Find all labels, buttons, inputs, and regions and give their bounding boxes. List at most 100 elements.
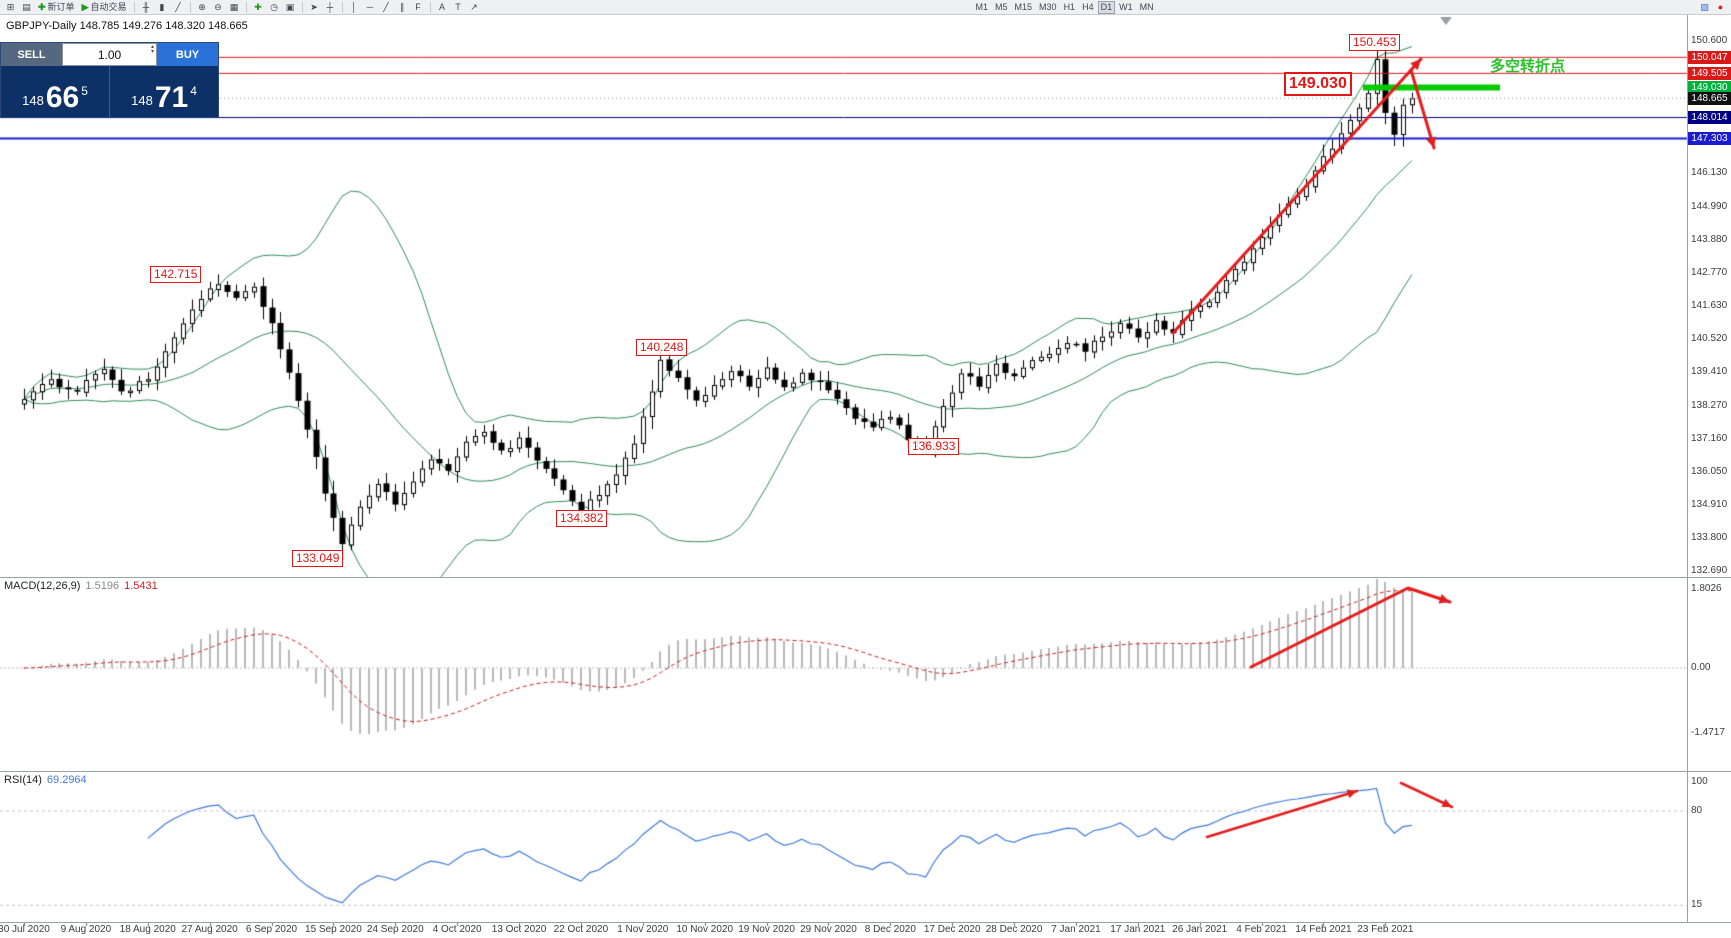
tile-windows-icon[interactable]: ▦: [229, 1, 239, 12]
help-icon[interactable]: ▨: [1700, 1, 1709, 12]
sell-button[interactable]: SELL: [1, 43, 62, 66]
time-axis-label: 19 Nov 2020: [738, 924, 795, 935]
templates-icon[interactable]: ▣: [285, 1, 295, 12]
price-axis-tick: 133.800: [1691, 532, 1728, 544]
time-axis-label: 29 Nov 2020: [800, 924, 857, 935]
arrows-icon[interactable]: ↗: [470, 1, 478, 12]
sell-price-point: 5: [81, 84, 88, 98]
timeframe-button-M1[interactable]: M1: [975, 1, 989, 12]
time-axis-label: 17 Dec 2020: [923, 924, 981, 935]
rsi-axis-label: 80: [1691, 805, 1703, 816]
text-icon[interactable]: A: [438, 1, 445, 12]
rsi-value: 69.2964: [46, 774, 87, 786]
profiles-icon[interactable]: ▤: [22, 1, 31, 12]
price-axis-tick: 150.600: [1691, 35, 1728, 46]
time-axis-label: 18 Aug 2020: [119, 924, 176, 935]
timeframe-button-D1[interactable]: D1: [1097, 0, 1116, 14]
price-annotation-box[interactable]: 134.382: [556, 510, 608, 527]
new-order-button[interactable]: ✚ 新订单: [35, 1, 78, 14]
channel-icon[interactable]: ∥: [399, 1, 405, 12]
price-axis-tick: 144.990: [1691, 200, 1728, 212]
price-annotation-box[interactable]: 150.453: [1349, 34, 1401, 51]
time-axis-label: 28 Dec 2020: [985, 924, 1043, 935]
crosshair-icon[interactable]: ┼: [326, 1, 334, 12]
timeframe-button-H1[interactable]: H1: [1063, 1, 1076, 12]
timeframe-button-M5[interactable]: M5: [995, 1, 1008, 12]
new-chart-icon[interactable]: ⊞: [6, 1, 15, 12]
buy-button[interactable]: BUY: [157, 43, 218, 66]
panel-separator-rsi[interactable]: [0, 771, 1731, 772]
price-annotation-box[interactable]: 142.715: [150, 266, 202, 283]
buy-price-point: 4: [190, 84, 197, 98]
buy-price[interactable]: 148 71 4: [110, 66, 218, 117]
time-axis-label: 1 Nov 2020: [617, 924, 669, 935]
trendline-icon[interactable]: ╱: [383, 1, 389, 12]
price-axis-tick: 142.770: [1691, 266, 1728, 278]
one-click-trading-panel: SELL 1.00 ▴ ▾ BUY 148 66 5 148 71 4: [0, 42, 219, 118]
horizontal-line-icon[interactable]: ─: [366, 1, 374, 12]
price-annotation-box[interactable]: 140.248: [636, 339, 688, 356]
panel-separator-macd[interactable]: [0, 577, 1731, 578]
macd-axis-label: 1.8026: [1691, 582, 1722, 594]
time-axis-label: 22 Oct 2020: [553, 924, 609, 935]
macd-axis-label: -1.4717: [1691, 726, 1725, 738]
price-annotation-box[interactable]: 136.933: [908, 438, 960, 455]
price-axis-line: [1687, 15, 1688, 922]
time-axis-label: 26 Jan 2021: [1172, 924, 1228, 935]
sell-price[interactable]: 148 66 5: [1, 66, 109, 117]
toolbar-separator: [245, 1, 247, 13]
fibonacci-icon[interactable]: F: [415, 1, 421, 12]
time-axis-label: 17 Jan 2021: [1110, 924, 1166, 935]
timeframe-button-M30[interactable]: M30: [1039, 1, 1057, 12]
price-axis-line-label: 148.665: [1688, 91, 1731, 105]
zoom-in-icon[interactable]: ⊕: [198, 1, 206, 12]
plus-icon: ✚: [38, 1, 46, 12]
spinner-up-icon[interactable]: ▴: [150, 44, 154, 50]
time-axis-label: 8 Dec 2020: [864, 924, 916, 935]
buy-price-main: 148: [131, 93, 153, 108]
price-axis-tick: 132.690: [1691, 564, 1728, 576]
chart-ohlc-header: GBPJPY-Daily 148.785 149.276 148.320 148…: [6, 20, 248, 32]
timeframe-button-MN[interactable]: MN: [1139, 1, 1154, 12]
bar-chart-icon[interactable]: ╫: [142, 1, 150, 12]
toolbar-left-group: ⊞ ▤: [3, 1, 34, 14]
timeframe-button-M15[interactable]: M15: [1014, 1, 1033, 12]
turning-point-note[interactable]: 多空转折点: [1490, 58, 1566, 75]
time-axis-label: 9 Aug 2020: [60, 924, 112, 935]
text-label-icon[interactable]: T: [455, 1, 461, 12]
price-axis-line-label: 148.014: [1688, 111, 1731, 125]
volume-spinner[interactable]: ▴ ▾: [150, 44, 154, 55]
vertical-line-icon[interactable]: │: [351, 1, 357, 12]
volume-input[interactable]: 1.00 ▴ ▾: [62, 43, 157, 66]
zoom-out-icon[interactable]: ⊖: [214, 1, 222, 12]
price-axis-line-label: 150.047: [1688, 50, 1731, 64]
price-axis-line-label: 147.303: [1688, 132, 1731, 146]
timeframe-group: M1 M5 M15 M30 H1 H4 D1 W1 MN: [973, 0, 1157, 14]
spinner-down-icon[interactable]: ▾: [150, 49, 154, 55]
notification-badge-icon[interactable]: ●: [1717, 1, 1724, 12]
timeframe-button-W1[interactable]: W1: [1119, 1, 1133, 12]
line-chart-icon[interactable]: ╱: [175, 1, 181, 12]
price-annotation-box[interactable]: 133.049: [292, 550, 344, 567]
time-axis-label: 7 Jan 2021: [1051, 924, 1101, 935]
price-annotation-box[interactable]: 149.030: [1284, 72, 1352, 96]
autotrade-button[interactable]: ▶ 自动交易: [79, 1, 130, 14]
toolbar-separator: [189, 1, 191, 13]
macd-main-value: 1.5196: [85, 580, 120, 592]
toolbar-separator: [429, 1, 431, 13]
new-order-label: 新订单: [47, 1, 75, 12]
timeframe-button-H4[interactable]: H4: [1082, 1, 1094, 12]
rsi-indicator-label: RSI(14) 69.2964: [4, 774, 87, 786]
indicators-icon[interactable]: ✚: [254, 1, 262, 12]
price-axis-tick: 143.880: [1691, 233, 1728, 245]
time-axis-label: 4 Feb 2021: [1236, 924, 1287, 935]
time-axis-label: 23 Feb 2021: [1357, 924, 1414, 935]
macd-signal-value: 1.5431: [124, 580, 158, 592]
time-axis-label: 13 Oct 2020: [491, 924, 547, 935]
toolbar-right-group: ▨ ●: [1697, 1, 1728, 14]
candlestick-chart-icon[interactable]: ▮: [159, 1, 165, 12]
periods-icon[interactable]: ◷: [270, 1, 278, 12]
time-axis-label: 10 Nov 2020: [676, 924, 734, 935]
cursor-icon[interactable]: ➤: [310, 1, 318, 12]
